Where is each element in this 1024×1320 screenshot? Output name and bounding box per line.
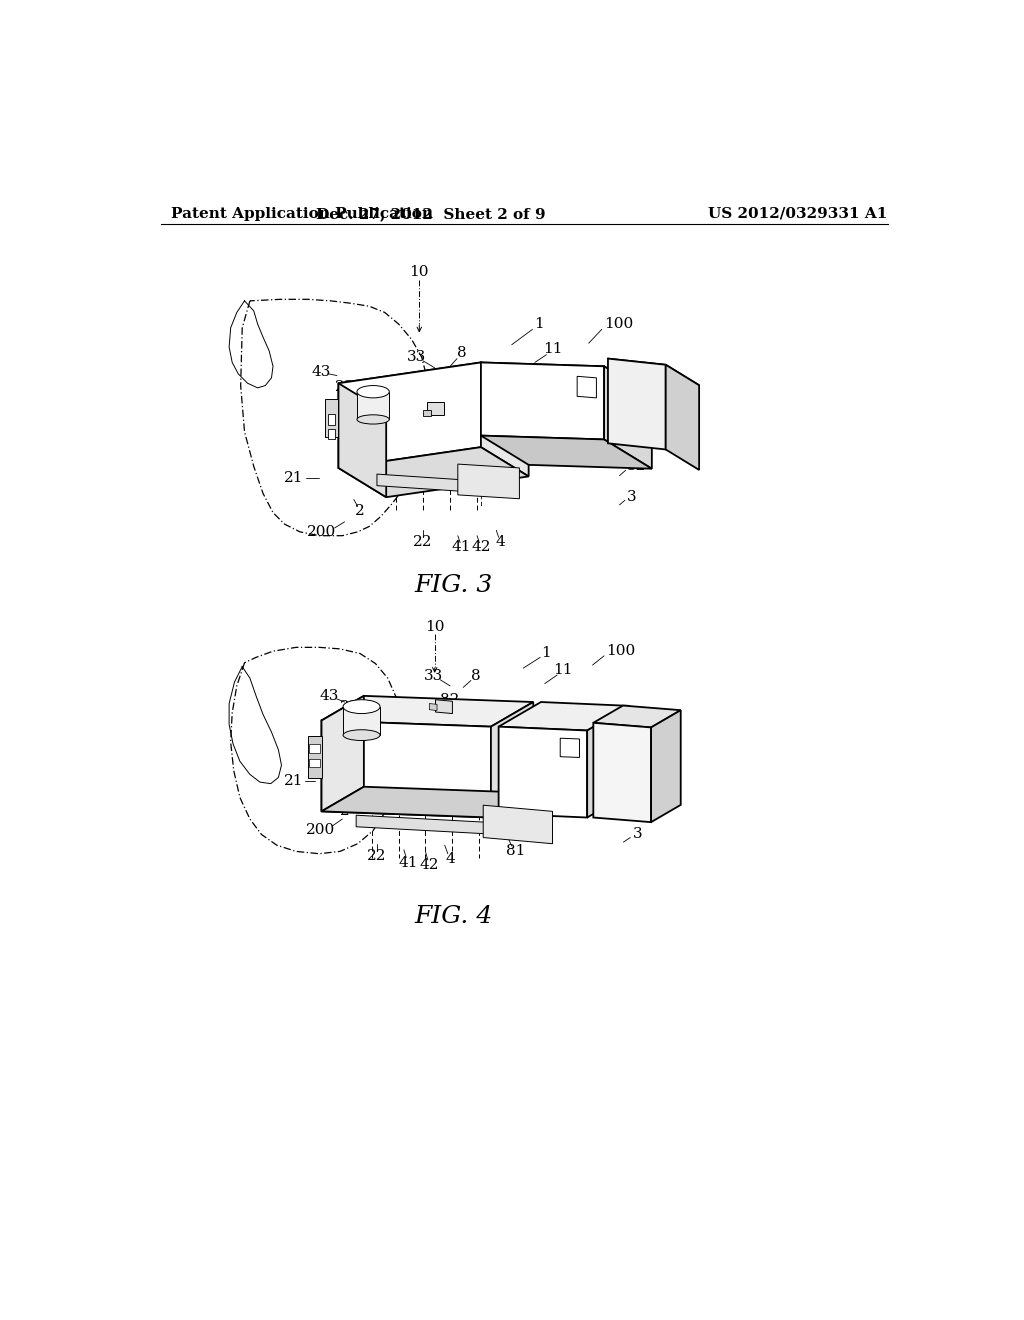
Text: 33: 33: [408, 350, 427, 364]
Ellipse shape: [357, 414, 389, 424]
Text: 23: 23: [340, 700, 359, 714]
Text: 12: 12: [608, 391, 628, 404]
Text: 21: 21: [284, 774, 303, 788]
Polygon shape: [427, 403, 444, 414]
Text: 2: 2: [355, 504, 365, 517]
Text: 33: 33: [424, 669, 442, 682]
Polygon shape: [481, 363, 528, 477]
Text: Patent Application Publication: Patent Application Publication: [171, 207, 432, 220]
Text: 43: 43: [312, 366, 331, 379]
Text: 42: 42: [471, 540, 490, 554]
Polygon shape: [481, 436, 652, 469]
Polygon shape: [429, 704, 437, 710]
Text: FIG. 4: FIG. 4: [415, 906, 494, 928]
Polygon shape: [309, 759, 319, 767]
Text: 22: 22: [414, 535, 433, 549]
Polygon shape: [483, 805, 553, 843]
Polygon shape: [560, 738, 580, 758]
Polygon shape: [377, 474, 493, 494]
Polygon shape: [339, 447, 528, 498]
Text: 8: 8: [457, 346, 467, 360]
Polygon shape: [423, 411, 431, 416]
Polygon shape: [593, 723, 651, 822]
Text: 82: 82: [440, 693, 460, 706]
Text: 23: 23: [335, 380, 354, 395]
Polygon shape: [435, 700, 453, 714]
Text: 11: 11: [554, 664, 573, 677]
Polygon shape: [499, 726, 587, 817]
Text: 42: 42: [420, 858, 439, 873]
Text: 3: 3: [628, 490, 637, 504]
Polygon shape: [578, 376, 596, 397]
Polygon shape: [608, 359, 666, 449]
Text: 21: 21: [285, 471, 304, 484]
Text: 22: 22: [368, 849, 387, 863]
Polygon shape: [666, 364, 699, 470]
Polygon shape: [322, 721, 490, 817]
Text: 81: 81: [506, 845, 525, 858]
Ellipse shape: [343, 730, 380, 741]
Polygon shape: [651, 710, 681, 822]
Polygon shape: [356, 816, 499, 834]
Text: 3: 3: [633, 828, 642, 841]
Polygon shape: [328, 414, 335, 425]
Text: 43: 43: [319, 689, 339, 702]
Polygon shape: [587, 706, 630, 817]
Text: 8: 8: [471, 669, 480, 682]
Text: 100: 100: [604, 317, 634, 331]
Polygon shape: [458, 465, 519, 499]
Text: 4: 4: [496, 535, 505, 549]
Polygon shape: [322, 696, 364, 812]
Text: 200: 200: [306, 822, 336, 837]
Text: 41: 41: [398, 855, 418, 870]
Polygon shape: [339, 363, 528, 412]
Text: 11: 11: [543, 342, 562, 356]
Text: US 2012/0329331 A1: US 2012/0329331 A1: [708, 207, 888, 220]
Text: 32: 32: [633, 799, 652, 812]
Polygon shape: [322, 696, 534, 726]
Text: 41: 41: [452, 540, 471, 554]
Text: 31: 31: [628, 425, 646, 438]
Polygon shape: [490, 702, 534, 817]
Text: 32: 32: [628, 459, 646, 474]
Ellipse shape: [343, 700, 380, 714]
Polygon shape: [339, 363, 481, 469]
Ellipse shape: [357, 385, 389, 397]
Polygon shape: [307, 737, 322, 779]
Polygon shape: [481, 363, 604, 440]
Polygon shape: [593, 706, 681, 727]
Text: Dec. 27, 2012  Sheet 2 of 9: Dec. 27, 2012 Sheet 2 of 9: [316, 207, 546, 220]
Polygon shape: [328, 429, 335, 438]
Polygon shape: [339, 383, 386, 498]
Polygon shape: [481, 363, 652, 396]
Text: 1: 1: [534, 317, 544, 331]
Text: 31: 31: [633, 766, 652, 780]
Text: 200: 200: [307, 525, 336, 539]
Polygon shape: [499, 702, 630, 730]
Text: 100: 100: [605, 644, 635, 659]
Polygon shape: [322, 787, 534, 817]
Polygon shape: [608, 359, 699, 385]
Text: 1: 1: [542, 645, 551, 660]
Text: 81: 81: [435, 407, 455, 421]
Text: 10: 10: [410, 265, 429, 280]
Polygon shape: [604, 367, 652, 469]
Text: FIG. 3: FIG. 3: [415, 574, 494, 597]
Text: 12: 12: [611, 733, 632, 747]
Text: 10: 10: [425, 619, 444, 634]
Polygon shape: [343, 706, 380, 735]
Text: 2: 2: [340, 804, 349, 818]
Text: 4: 4: [445, 853, 455, 866]
Polygon shape: [309, 743, 319, 752]
Text: 82: 82: [435, 384, 455, 397]
Polygon shape: [357, 392, 389, 420]
Polygon shape: [325, 399, 339, 437]
